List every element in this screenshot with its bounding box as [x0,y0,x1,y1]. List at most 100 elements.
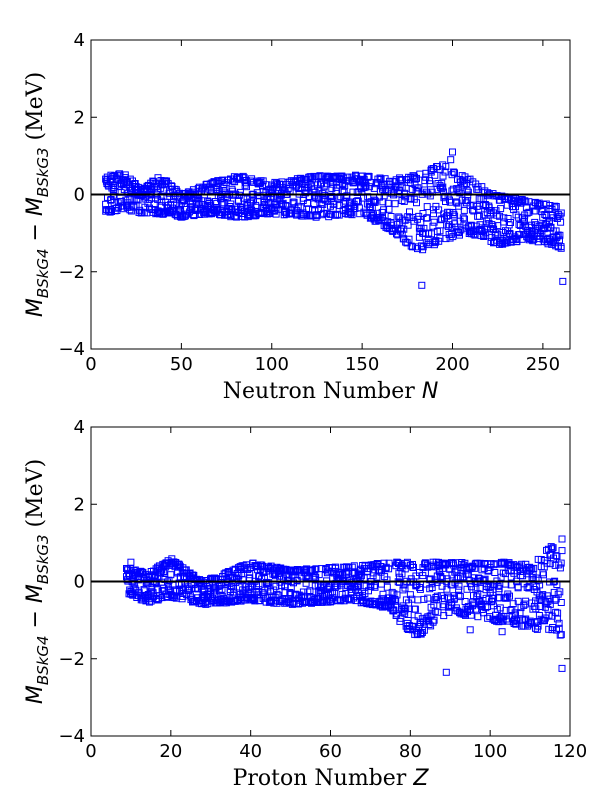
data-point [400,225,408,233]
data-point [495,585,503,593]
data-point [451,212,459,220]
data-point [396,174,404,182]
data-point [410,217,418,225]
data-point [410,564,417,571]
data-point-outlier [558,547,566,555]
data-point [449,233,457,241]
data-point [234,576,242,584]
data-point [128,201,136,209]
data-point [397,614,405,622]
data-point [347,596,355,604]
data-point [439,183,447,191]
x-tick-label: 0 [85,354,96,375]
data-point-outlier [449,148,456,156]
data-point [484,215,492,223]
data-point [548,545,556,553]
data-point [546,600,554,608]
data-point [365,183,373,191]
data-point [335,202,343,210]
data-point [362,582,370,590]
data-point [259,182,266,190]
y-tick-label: 2 [74,494,85,515]
data-point [461,215,468,223]
data-point [520,601,528,609]
data-point [554,590,562,598]
data-point [335,211,343,219]
data-point [311,565,319,573]
data-point [242,177,250,185]
data-point [425,621,433,628]
data-point [331,563,339,571]
data-point [162,178,170,186]
data-point [424,236,432,244]
data-point-outlier [103,173,111,181]
data-point [552,608,560,616]
data-point [414,596,422,604]
data-point [393,610,401,618]
data-point [490,602,498,610]
data-point-outlier [418,281,426,289]
data-point [516,609,524,617]
data-point [431,171,439,179]
data-point [416,584,424,591]
data-point [484,614,492,622]
data-point [555,619,563,627]
data-point [534,576,542,584]
data-point [121,174,129,182]
data-point [490,561,498,569]
data-point [430,218,438,226]
data-point [178,595,186,603]
y-tick-label: 4 [74,30,85,51]
data-point [422,239,430,247]
data-point [482,604,490,612]
data-point [500,214,508,222]
data-point [547,543,555,551]
data-point [552,552,560,560]
data-point [532,605,540,613]
data-point [373,573,381,581]
data-point [494,231,502,239]
data-point [418,629,426,636]
y-tick-label: 0 [74,572,85,593]
data-point [475,195,483,203]
data-point [557,599,565,606]
data-point [404,611,412,618]
x-tick-label: 80 [399,741,422,762]
data-point [456,593,464,601]
data-point [433,596,441,604]
data-point [487,207,495,214]
data-point-outlier [557,243,565,251]
y-tick-label: −4 [58,339,85,360]
data-point-outlier [430,241,438,249]
data-point [428,584,436,591]
data-point [247,582,255,590]
data-point [423,203,431,211]
data-point [405,235,413,243]
data-point [401,565,409,573]
data-points [102,148,567,289]
panel-bottom-proton: 0 20 40 60 80 100 120 −4 −2 0 2 4 Proton Number Z MBS… [23,417,587,791]
data-point [548,626,556,634]
data-point [459,214,467,222]
data-point [356,566,364,574]
data-point [380,192,388,200]
data-point [471,560,479,568]
data-point-outlier [442,668,450,676]
data-point [380,559,388,567]
data-point-outlier [559,277,567,285]
data-point [526,563,534,571]
data-point [460,206,468,214]
data-point [399,586,407,594]
data-point [138,569,146,577]
data-point [426,180,434,188]
data-point [420,224,428,232]
x-axis-label: Proton Number Z [233,766,430,791]
data-point [246,571,254,579]
data-point [494,222,502,230]
data-point [537,556,545,563]
y-tick-label: −4 [58,726,85,747]
data-point [242,564,250,572]
data-point [436,227,444,235]
data-point [336,596,344,604]
